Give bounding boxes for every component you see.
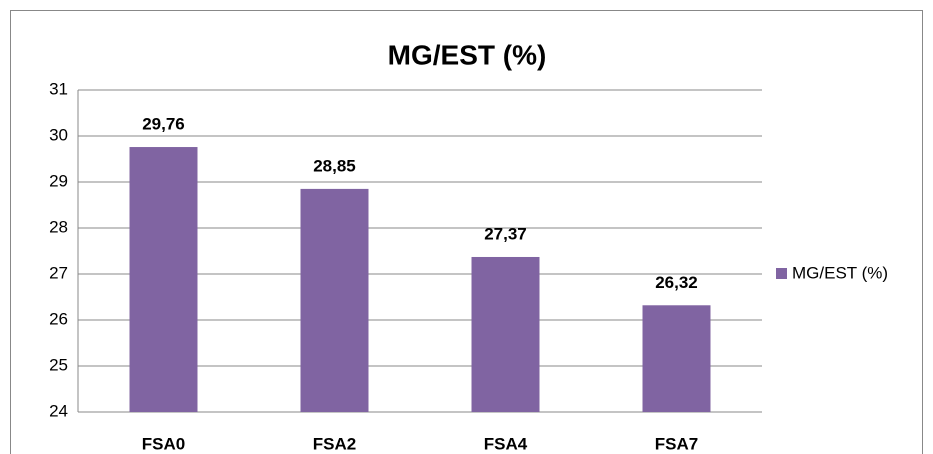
x-tick-label: FSA0 [142,434,185,453]
data-label: 27,37 [484,224,527,243]
x-tick-label: FSA7 [655,434,698,453]
y-tick-label: 30 [49,125,68,144]
x-tick-label: FSA2 [313,434,356,453]
y-tick-label: 27 [49,263,68,282]
bar [300,188,369,412]
data-label: 26,32 [655,273,698,292]
data-label: 29,76 [142,115,185,134]
y-tick-label: 31 [49,79,68,98]
bar [129,147,198,413]
legend-label: MG/EST (%) [792,263,888,282]
legend-swatch [776,268,787,279]
y-tick-label: 25 [49,355,68,374]
chart-title: MG/EST (%) [388,39,547,70]
data-label: 28,85 [313,156,356,175]
y-tick-label: 24 [49,401,68,420]
y-tick-label: 28 [49,217,68,236]
bar [471,256,540,412]
y-tick-label: 26 [49,309,68,328]
bar [642,305,711,412]
x-tick-label: FSA4 [484,434,528,453]
y-tick-label: 29 [49,171,68,190]
